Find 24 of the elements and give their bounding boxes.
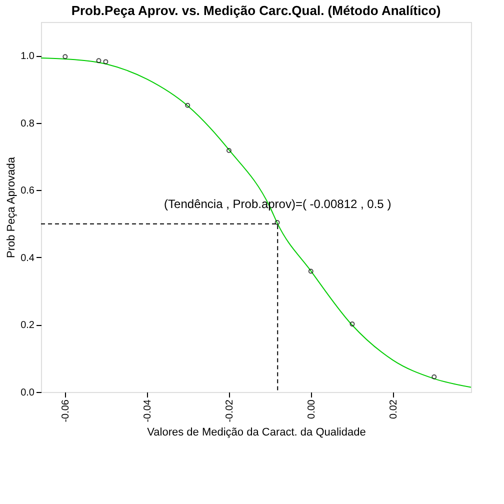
x-axis-title: Valores de Medição da Caract. da Qualidade (147, 426, 366, 438)
line-series (41, 57, 471, 388)
x-tick-label: 0.00 (306, 399, 318, 419)
x-tick-label: -0.04 (142, 399, 154, 422)
y-tick-label: 0.8 (20, 118, 35, 130)
point (350, 322, 355, 327)
point (96, 58, 102, 64)
y-tick-label: 0.4 (20, 252, 35, 264)
y-tick-label: 0.6 (20, 186, 35, 197)
x-tick-label: 0.02 (388, 399, 400, 419)
y-axis-title: Prob Peça Aprovada (6, 156, 18, 258)
x-tick-label: -0.02 (224, 399, 236, 422)
point (62, 54, 68, 60)
point (103, 59, 108, 64)
point (432, 374, 437, 380)
point (185, 102, 190, 108)
y-tick-label: 1.0 (20, 51, 35, 62)
point (274, 220, 280, 225)
chart-title: Prob.Peça Aprov. vs. Medição Carc.Qual. (Método Analítico) (71, 3, 441, 18)
x-tick-label: -0.06 (60, 399, 72, 422)
point (308, 268, 314, 274)
point (226, 148, 232, 153)
y-tick-label: 0.0 (20, 388, 35, 398)
y-tick-label: 0.2 (20, 320, 35, 332)
